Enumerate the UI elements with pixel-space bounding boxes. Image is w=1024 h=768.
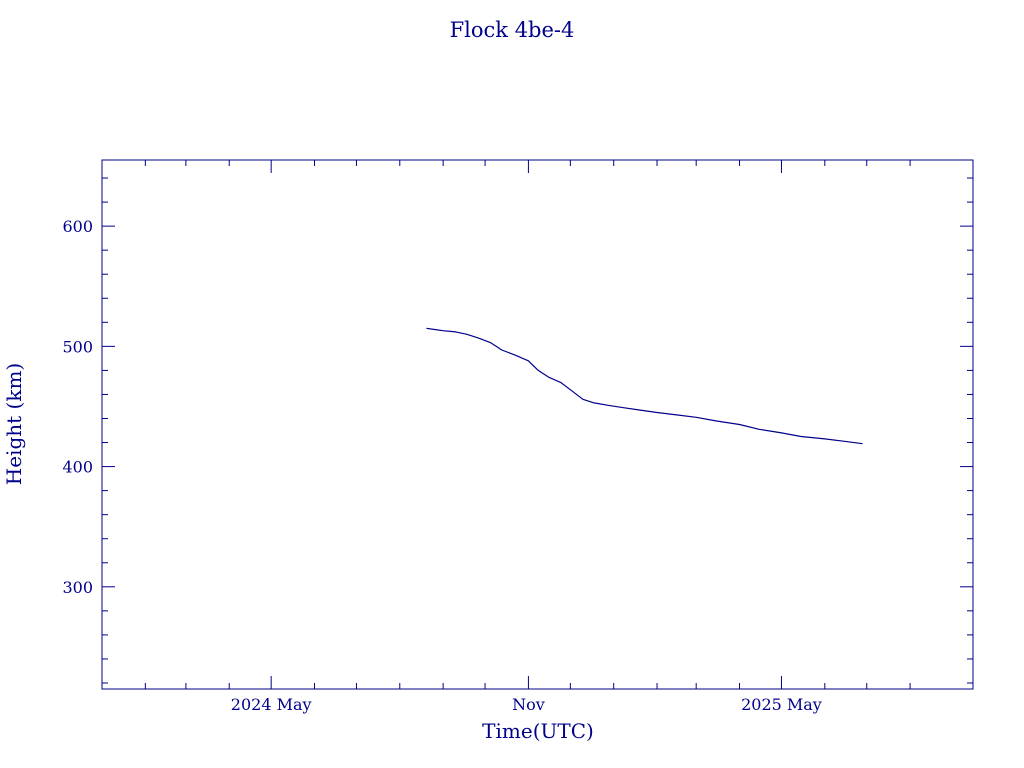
plot-frame [101, 159, 974, 690]
y-tick-label: 400 [62, 458, 93, 477]
series-line-0 [426, 327, 863, 445]
axis-ticks [102, 160, 973, 689]
chart-title: Flock 4be-4 [450, 18, 575, 42]
x-tick-label: 2025 May [741, 695, 822, 714]
x-axis-label: Time(UTC) [482, 719, 594, 743]
x-tick-label: 2024 May [231, 695, 312, 714]
y-tick-label: 500 [62, 337, 93, 356]
x-tick-label: Nov [512, 695, 545, 714]
y-axis-label: Height (km) [2, 363, 26, 485]
tick-labels: 2024 May Nov 2025 May 300 400 500 600 [62, 217, 821, 714]
y-tick-label: 300 [62, 578, 93, 597]
y-tick-label: 600 [62, 217, 93, 236]
series-layer [426, 327, 863, 445]
